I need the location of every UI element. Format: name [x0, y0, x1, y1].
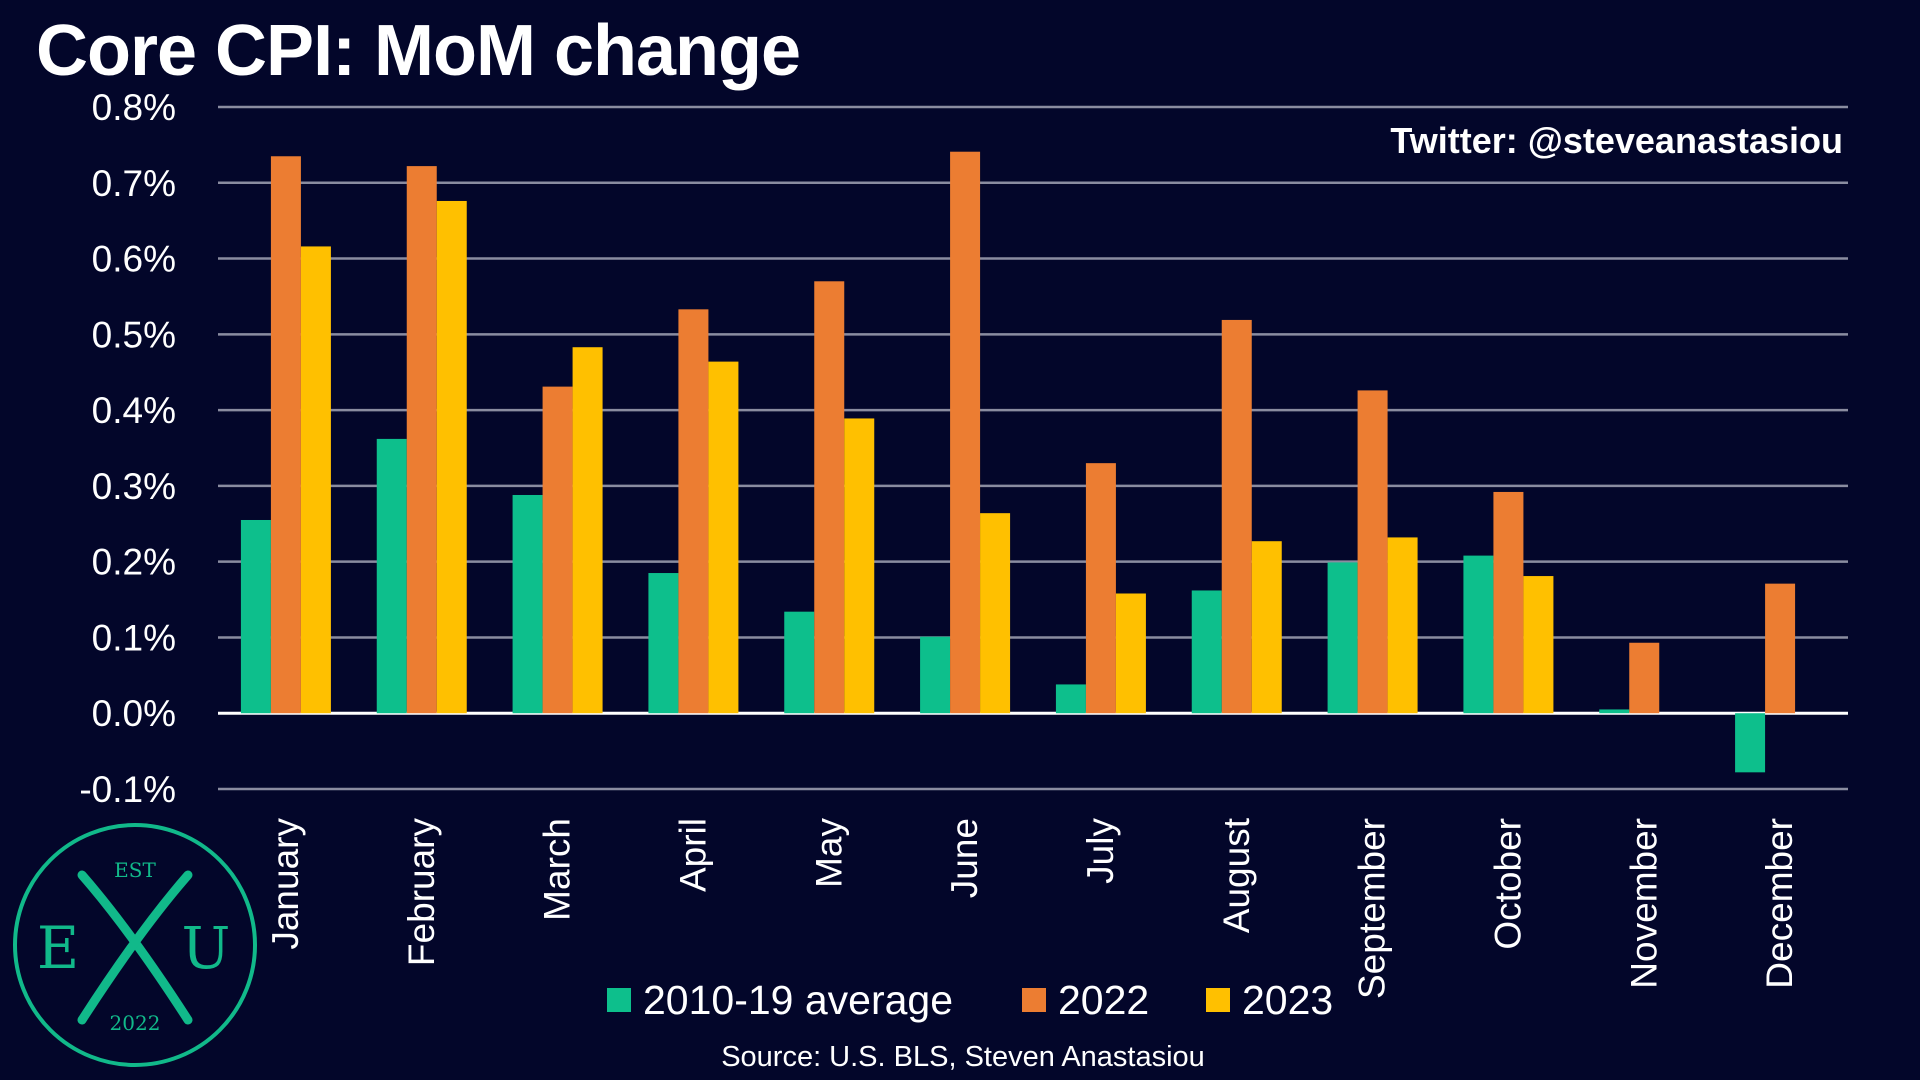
x-tick-label: January [265, 818, 306, 950]
bar [648, 573, 679, 714]
bar [1055, 684, 1086, 714]
bar [1327, 562, 1358, 714]
y-tick-label: 0.7% [92, 163, 176, 204]
bar [1357, 390, 1388, 714]
bar [678, 309, 709, 714]
bar [814, 281, 845, 714]
logo-letter-e: E [37, 914, 79, 982]
bar [1523, 576, 1554, 714]
x-tick-label: November [1623, 818, 1664, 989]
bar [300, 246, 331, 714]
bar [1191, 590, 1222, 714]
legend-label: 2022 [1058, 977, 1149, 1023]
y-tick-label: 0.5% [92, 314, 176, 355]
x-tick-label: September [1352, 818, 1393, 999]
y-tick-label: 0.8% [92, 87, 176, 128]
grid-lines [218, 105, 1848, 791]
bar [376, 438, 407, 714]
bar [708, 361, 739, 714]
source-note: Source: U.S. BLS, Steven Anastasiou [721, 1041, 1205, 1073]
legend: 2010-19 average 2022 2023 [607, 977, 1333, 1023]
bar [1493, 491, 1524, 714]
bar [1765, 583, 1796, 714]
y-tick-label: 0.0% [92, 693, 176, 734]
x-tick-label: May [808, 818, 849, 888]
bar [406, 166, 437, 714]
bar [920, 636, 951, 714]
bar [1463, 555, 1494, 714]
bar [844, 418, 875, 714]
x-tick-label: July [1080, 818, 1121, 884]
x-tick-label: April [672, 818, 713, 892]
logo-year-text: 2022 [110, 1011, 161, 1035]
bar [572, 347, 603, 714]
legend-label: 2010-19 average [643, 977, 953, 1023]
bar [1251, 541, 1282, 714]
y-axis-ticks: 0.8% 0.7% 0.6% 0.5% 0.4% 0.3% 0.2% 0.1% 0.0% -0.1… [79, 87, 176, 810]
bar [1085, 463, 1116, 714]
bar [1599, 709, 1630, 714]
bar [980, 513, 1011, 714]
bars [240, 151, 1796, 773]
logo-est-text: EST [114, 858, 156, 882]
legend-swatch [1206, 988, 1230, 1012]
bar [1115, 593, 1146, 714]
x-tick-label: December [1759, 818, 1800, 989]
y-tick-label: 0.1% [92, 617, 176, 658]
legend-swatch [607, 988, 631, 1012]
bar [512, 494, 543, 714]
y-tick-label: 0.4% [92, 390, 176, 431]
legend-label: 2023 [1242, 977, 1333, 1023]
bar [1735, 713, 1766, 773]
x-tick-label: August [1216, 817, 1257, 933]
twitter-watermark: Twitter: @steveanastasiou [1390, 120, 1843, 161]
bar [1387, 537, 1418, 714]
bar [784, 611, 815, 714]
logo-letter-u: U [182, 914, 231, 982]
y-tick-label: 0.6% [92, 239, 176, 280]
bar [1221, 319, 1252, 714]
y-tick-label: 0.3% [92, 466, 176, 507]
bar [240, 519, 271, 714]
x-axis-ticks: January February March April May June July Augu… [265, 817, 1800, 999]
exu-logo-icon: EST E U 2022 [13, 823, 257, 1067]
bar [1629, 642, 1660, 714]
y-tick-label: -0.1% [79, 769, 176, 810]
bar [270, 156, 301, 714]
legend-swatch [1022, 988, 1046, 1012]
chart-title: Core CPI: MoM change [36, 11, 801, 91]
bar [542, 386, 573, 714]
x-tick-label: February [401, 818, 442, 967]
x-tick-label: March [537, 818, 578, 921]
x-tick-label: October [1487, 818, 1528, 950]
bar [950, 151, 981, 714]
y-tick-label: 0.2% [92, 542, 176, 583]
bar [436, 200, 467, 714]
x-tick-label: June [944, 818, 985, 898]
